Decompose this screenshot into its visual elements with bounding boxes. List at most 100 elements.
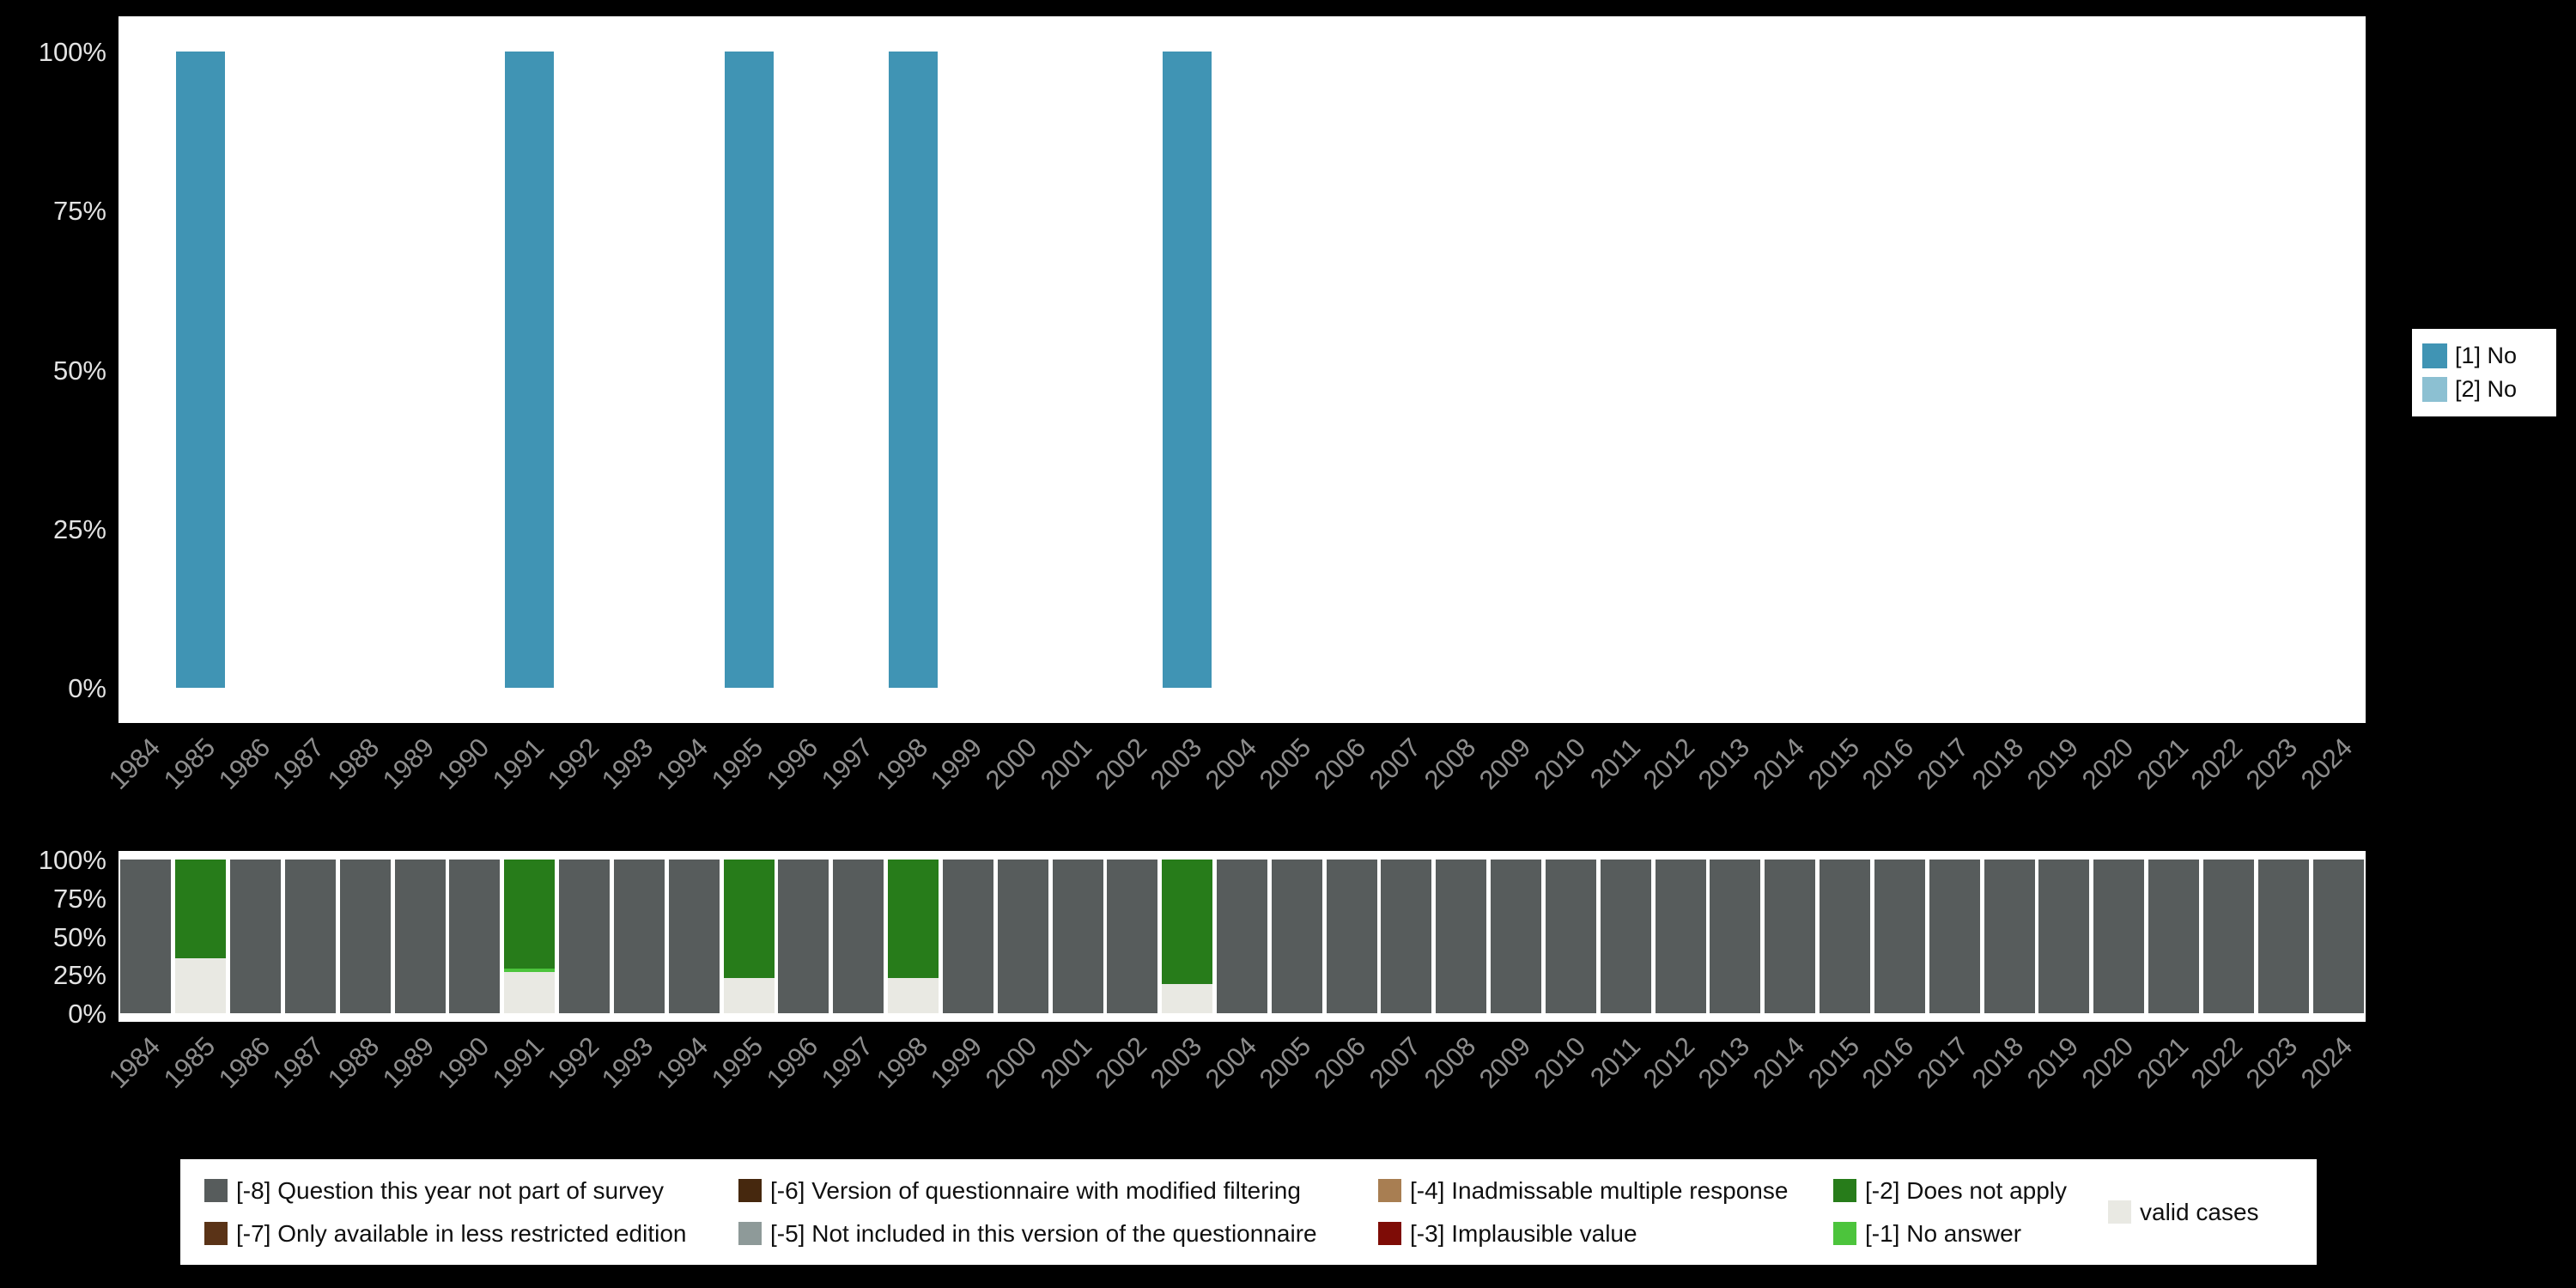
x-axis-tick-label: 2003 xyxy=(1144,1030,1208,1095)
x-axis-tick-label: 2015 xyxy=(1801,1030,1865,1095)
bar-segment xyxy=(230,860,282,1013)
bottom-chart-plot xyxy=(118,851,2366,1022)
x-axis-tick-label: 2022 xyxy=(2185,1030,2249,1095)
legend-column: [-8] Question this year not part of surv… xyxy=(204,1170,738,1255)
legend-column: valid cases xyxy=(2108,1191,2317,1234)
legend-swatch xyxy=(204,1179,228,1202)
bar-segment xyxy=(1436,860,1487,1013)
bar-segment xyxy=(1326,860,1377,1013)
bar-segment xyxy=(1655,860,1706,1013)
bar-segment xyxy=(1600,860,1651,1013)
categories-legend: [1] No [2] No xyxy=(2412,329,2556,416)
bar-segment xyxy=(723,860,775,978)
bar-segment xyxy=(942,860,993,1013)
bar-segment xyxy=(2148,860,2200,1013)
x-axis-tick-label: 1998 xyxy=(870,1030,933,1095)
x-axis-tick-label: 2012 xyxy=(1637,1030,1701,1095)
y-axis-tick-label: 100% xyxy=(38,845,106,875)
x-axis-tick-label: 1987 xyxy=(267,1030,331,1095)
y-axis-tick-label: 25% xyxy=(52,960,106,991)
x-axis-tick-label: 1999 xyxy=(925,1030,988,1095)
bar-segment xyxy=(888,977,939,1013)
bar-segment xyxy=(1217,860,1267,1013)
x-axis-tick-label: 1985 xyxy=(157,1030,222,1095)
y-axis-tick-label: 50% xyxy=(52,921,106,952)
bar-segment xyxy=(1052,860,1103,1013)
bar-segment xyxy=(394,860,446,1013)
y-axis-tick-label: 0% xyxy=(68,999,106,1029)
bar-segment xyxy=(175,957,227,1013)
bar-segment xyxy=(2312,860,2364,1013)
bar-segment xyxy=(176,52,226,688)
x-axis-tick-label: 2023 xyxy=(2240,1030,2304,1095)
bar-segment xyxy=(1107,860,1158,1013)
bar-segment xyxy=(339,860,391,1013)
missing-values-legend: [-8] Question this year not part of surv… xyxy=(180,1159,2317,1265)
legend-item: [-6] Version of questionnaire with modif… xyxy=(738,1170,1378,1212)
bar-segment xyxy=(1163,52,1212,688)
legend-label: [-4] Inadmissable multiple response xyxy=(1410,1176,1789,1204)
x-axis-tick-label: 1994 xyxy=(651,1030,714,1095)
legend-label: [1] No xyxy=(2455,343,2518,368)
x-axis-tick-label: 1995 xyxy=(705,1030,769,1095)
legend-label: [-5] Not included in this version of the… xyxy=(770,1219,1317,1247)
legend-label: [-3] Implausible value xyxy=(1410,1219,1637,1247)
x-axis-tick-label: 2006 xyxy=(1308,1030,1372,1095)
y-axis-tick-label: 0% xyxy=(68,673,106,703)
legend-column: [-2] Does not apply [-1] No answer xyxy=(1833,1170,2108,1255)
x-axis-tick-label: 2005 xyxy=(1254,1030,1317,1095)
legend-item: [-7] Only available in less restricted e… xyxy=(204,1212,738,1255)
x-axis-tick-label: 2019 xyxy=(2020,1030,2085,1095)
y-axis-tick-label: 75% xyxy=(52,883,106,914)
x-axis-tick-label: 2008 xyxy=(1418,1030,1482,1095)
x-axis-tick-label: 2017 xyxy=(1911,1030,1975,1095)
bar-segment xyxy=(1929,860,1980,1013)
bar-segment xyxy=(1162,860,1213,984)
legend-swatch xyxy=(2422,343,2447,368)
bar-segment xyxy=(1984,860,2035,1013)
bar-segment xyxy=(889,52,939,688)
legend-label: [-1] No answer xyxy=(1865,1219,2022,1247)
bar-segment xyxy=(997,860,1048,1013)
legend-swatch xyxy=(1833,1222,1856,1245)
y-axis-tick-label: 50% xyxy=(52,355,106,386)
legend-swatch xyxy=(1833,1179,1856,1202)
y-axis-tick-label: 100% xyxy=(38,37,106,67)
bar-segment xyxy=(1162,984,1213,1013)
legend-item: [-1] No answer xyxy=(1833,1212,2108,1255)
x-axis-tick-label: 2002 xyxy=(1089,1030,1153,1095)
bar-segment xyxy=(723,977,775,1013)
bar-segment xyxy=(505,52,555,688)
x-axis-tick-label: 2004 xyxy=(1199,1030,1262,1095)
legend-item: [-5] Not included in this version of the… xyxy=(738,1212,1378,1255)
bar-segment xyxy=(120,860,172,1013)
bar-segment xyxy=(1820,860,1871,1013)
bar-segment xyxy=(1491,860,1542,1013)
bar-segment xyxy=(2202,860,2254,1013)
legend-item: [-8] Question this year not part of surv… xyxy=(204,1170,738,1212)
x-axis-tick-label: 2009 xyxy=(1473,1030,1536,1095)
x-axis-tick-label: 2021 xyxy=(2130,1030,2194,1095)
x-axis-tick-label: 1992 xyxy=(541,1030,605,1095)
x-axis-tick-label: 2007 xyxy=(1363,1030,1427,1095)
bar-segment xyxy=(1271,860,1322,1013)
bar-segment xyxy=(778,860,829,1013)
legend-item: valid cases xyxy=(2108,1191,2317,1234)
x-axis-tick-label: 2000 xyxy=(980,1030,1043,1095)
bar-segment xyxy=(175,860,227,958)
legend-label: valid cases xyxy=(2140,1198,2259,1225)
bar-segment xyxy=(2257,860,2309,1013)
bar-segment xyxy=(1765,860,1816,1013)
x-axis-tick-label: 2024 xyxy=(2294,1030,2359,1095)
legend-label: [-8] Question this year not part of surv… xyxy=(236,1176,665,1204)
x-axis-tick-label: 1997 xyxy=(815,1030,879,1095)
bar-segment xyxy=(833,860,884,1013)
x-axis-tick-label: 1988 xyxy=(322,1030,386,1095)
x-axis-tick-label: 2018 xyxy=(1965,1030,2030,1095)
x-axis-tick-label: 1993 xyxy=(596,1030,659,1095)
legend-label: [2] No xyxy=(2455,376,2518,402)
